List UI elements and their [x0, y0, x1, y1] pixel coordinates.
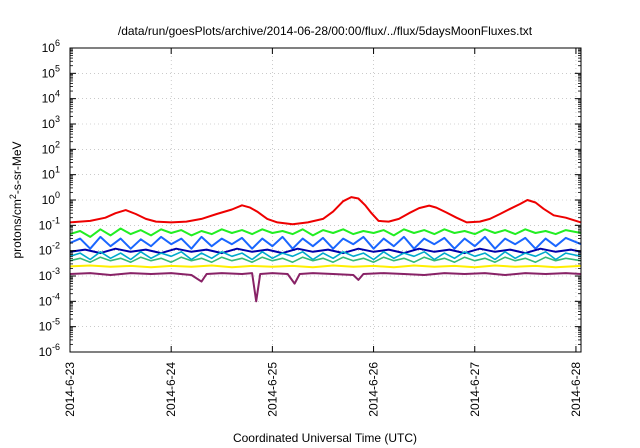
series-line-8 [69, 272, 582, 303]
y-tick-label: 10-2 [39, 241, 60, 258]
series-line-7 [69, 264, 582, 269]
x-tick-label: 2014-6-23 [63, 362, 77, 417]
series-lines [69, 196, 582, 303]
y-tick-label: 10-6 [39, 342, 60, 359]
grid-lines [70, 48, 581, 352]
x-tick-label: 2014-6-27 [468, 362, 482, 417]
series-line-5 [69, 251, 582, 261]
series-line-1 [69, 196, 582, 226]
y-tick-label: 101 [42, 165, 60, 182]
x-tick-label: 2014-6-28 [569, 362, 583, 417]
y-tick-label: 103 [42, 114, 60, 131]
x-axis-label: Coordinated Universal Time (UTC) [233, 431, 417, 445]
axis-ticks [69, 47, 581, 353]
y-tick-label: 102 [42, 139, 60, 156]
series-line-4 [69, 247, 582, 255]
y-tick-label: 106 [42, 38, 60, 55]
x-tick-label: 2014-6-24 [164, 362, 178, 417]
y-tick-label: 10-5 [39, 317, 60, 334]
series-line-3 [69, 235, 582, 250]
y-tick-label: 100 [42, 190, 60, 207]
chart-title: /data/run/goesPlots/archive/2014-06-28/0… [118, 24, 533, 38]
series-line-2 [69, 227, 582, 238]
y-axis-label: protons/cm2-s-sr-MeV [8, 141, 24, 258]
y-tick-labels: 106 105 104 103 102 101 100 10-1 10-2 10-3 10-4 10-… [39, 38, 60, 359]
y-tick-label: 10-3 [39, 266, 60, 283]
x-tick-labels: 2014-6-23 2014-6-24 2014-6-25 2014-6-26 2014… [63, 362, 583, 417]
y-tick-label: 10-4 [39, 291, 60, 308]
series-line-6 [69, 256, 582, 264]
y-tick-label: 105 [42, 63, 60, 80]
x-tick-label: 2014-6-26 [367, 362, 381, 417]
y-tick-label: 10-1 [39, 215, 60, 232]
y-tick-label: 104 [42, 89, 60, 106]
x-tick-label: 2014-6-25 [265, 362, 279, 417]
